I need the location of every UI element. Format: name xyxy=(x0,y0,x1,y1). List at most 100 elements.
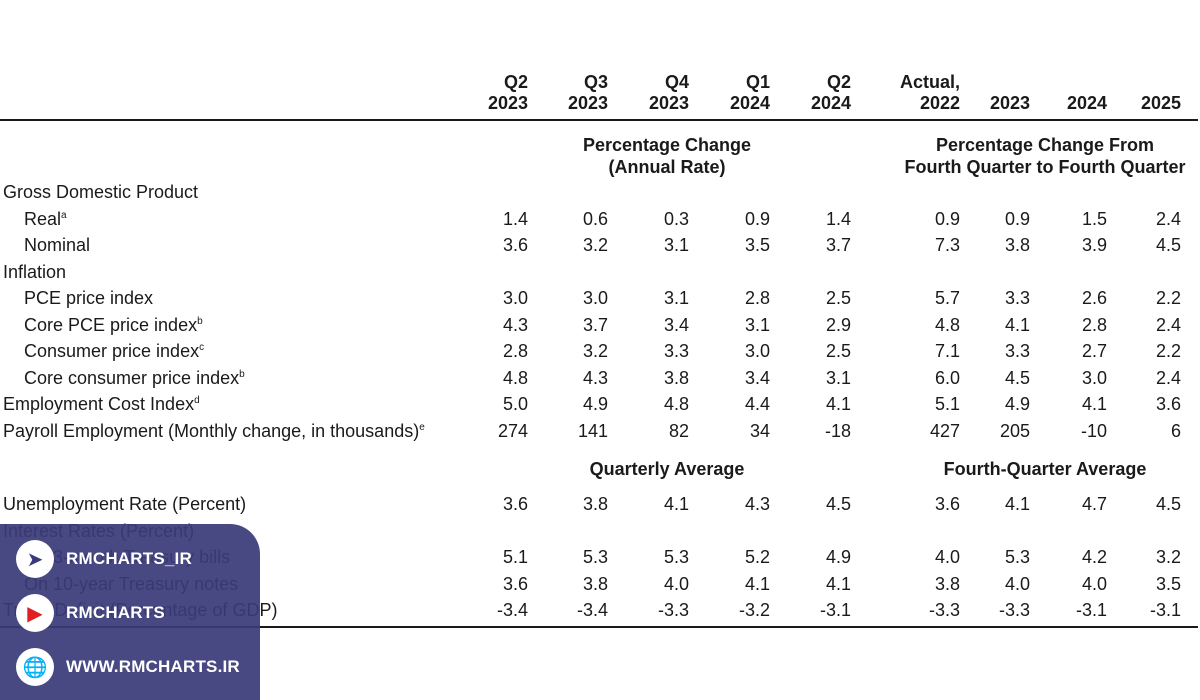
column-header-bottom: 2025 xyxy=(1140,93,1181,113)
table-cell: 3.4 xyxy=(744,367,770,388)
table-cell: 3.6 xyxy=(502,235,528,255)
row-label: Payroll Employment (Monthly change, in t… xyxy=(3,418,425,444)
table-cell: 6.0 xyxy=(934,367,960,388)
table-cell: 4.9 xyxy=(825,547,851,567)
band-right-q4-to-q4: Percentage Change From Fourth Quarter to… xyxy=(895,134,1195,178)
row-label-text: Consumer price index xyxy=(24,341,200,361)
table-cell: -3.4 xyxy=(496,600,528,620)
table-cell: 0.9 xyxy=(744,208,770,229)
table-row: Nominal 3.6 3.2 3.1 3.5 3.7 7.3 3.8 3.9 4.5 xyxy=(0,232,1200,258)
table-cell: 3.6 xyxy=(1155,394,1181,414)
table-cell: 3.1 xyxy=(825,367,851,388)
table-cell: 3.4 xyxy=(663,314,689,335)
table-cell: 4.7 xyxy=(1081,494,1107,514)
table-row: Reala 1.4 0.6 0.3 0.9 1.4 0.9 0.9 1.5 2.4 xyxy=(0,206,1200,232)
table-cell: 4.5 xyxy=(1155,494,1181,514)
table-cell: 0.3 xyxy=(663,208,689,229)
band-right-line1: Percentage Change From xyxy=(935,135,1155,155)
table-cell: 4.0 xyxy=(1081,573,1107,594)
table-cell: 3.8 xyxy=(1004,235,1030,255)
table-cell: 4.1 xyxy=(825,394,851,414)
column-header-bottom: 2023 xyxy=(648,93,689,113)
table-cell: -3.1 xyxy=(1075,600,1107,620)
table-cell: 2.4 xyxy=(1155,314,1181,335)
table-cell: 4.8 xyxy=(934,314,960,335)
row-label: PCE price index xyxy=(24,285,153,311)
band-left-line1: Percentage Change xyxy=(582,135,752,155)
table-cell: 3.5 xyxy=(744,235,770,255)
column-header: 2025 xyxy=(1091,72,1181,114)
table-cell: 4.0 xyxy=(1004,573,1030,594)
table-row: Consumer price indexc 2.8 3.2 3.3 3.0 2.5 7.1 3… xyxy=(0,338,1200,364)
table-cell: 3.1 xyxy=(744,314,770,335)
table-cell: 5.0 xyxy=(502,394,528,414)
row-label-text: Inflation xyxy=(3,261,67,282)
column-header-bottom: 2023 xyxy=(989,93,1030,113)
table-cell: 4.4 xyxy=(744,394,770,414)
table-cell: 2.5 xyxy=(825,341,851,361)
row-label: Reala xyxy=(24,206,67,232)
table-cell: 2.7 xyxy=(1081,341,1107,361)
column-header-bottom: 2024 xyxy=(729,93,770,113)
row-label-text: Core consumer price index xyxy=(24,367,240,388)
table-row: Gross Domestic Product xyxy=(0,179,1200,205)
table-cell: 3.0 xyxy=(1081,367,1107,388)
table-cell: -3.1 xyxy=(1149,600,1181,620)
header-rule xyxy=(0,119,1198,121)
column-header-top: Actual, xyxy=(899,72,960,92)
footnote-marker: c xyxy=(199,342,205,353)
row-label: Employment Cost Indexd xyxy=(3,391,200,417)
column-header: Q2 2023 xyxy=(438,72,528,114)
footnote-marker: b xyxy=(197,315,203,327)
column-header: Q2 2024 xyxy=(761,72,851,114)
table-cell: 4.0 xyxy=(934,547,960,567)
table-cell: 3.9 xyxy=(1081,235,1107,255)
column-header-bottom: 2024 xyxy=(810,93,851,113)
website-link[interactable]: 🌐 WWW.RMCHARTS.IR xyxy=(16,648,240,686)
watermark-panel: ➤ RMCHARTS_IR ▶ RMCHARTS 🌐 WWW.RMCHARTS.… xyxy=(0,524,260,700)
table-cell: 82 xyxy=(668,420,689,441)
row-label: Inflation xyxy=(3,259,66,285)
table-cell: 3.6 xyxy=(502,573,528,594)
table-cell: 4.1 xyxy=(1004,314,1030,335)
table-cell: -3.3 xyxy=(657,600,689,620)
band-left-annual-rate: Percentage Change (Annual Rate) xyxy=(537,134,797,178)
table-cell: 5.3 xyxy=(582,547,608,567)
footnote-marker: d xyxy=(194,395,200,406)
table-cell: 5.1 xyxy=(502,547,528,567)
table-cell: 2.8 xyxy=(744,288,770,308)
telegram-link[interactable]: ➤ RMCHARTS_IR xyxy=(16,540,192,578)
table-cell: 1.4 xyxy=(502,208,528,229)
table-cell: 4.5 xyxy=(825,494,851,514)
column-header: Actual, 2022 xyxy=(870,72,960,114)
table-cell: 4.5 xyxy=(1004,367,1030,388)
row-label-text: Employment Cost Index xyxy=(3,394,195,414)
table-cell: 34 xyxy=(749,420,770,441)
table-cell: 4.9 xyxy=(1004,394,1030,414)
youtube-link[interactable]: ▶ RMCHARTS xyxy=(16,594,165,632)
table-cell: 4.8 xyxy=(502,367,528,388)
table-cell: 3.8 xyxy=(934,573,960,594)
table-cell: 1.4 xyxy=(825,208,851,229)
table-cell: 427 xyxy=(929,420,960,441)
globe-icon: 🌐 xyxy=(16,648,54,686)
table-cell: 6 xyxy=(1170,420,1181,441)
youtube-icon: ▶ xyxy=(16,594,54,632)
column-header: 2023 xyxy=(940,72,1030,114)
row-label-text: Unemployment Rate (Percent) xyxy=(3,494,247,514)
row-label: Gross Domestic Product xyxy=(3,179,198,205)
table-cell: 5.3 xyxy=(1004,547,1030,567)
table-cell: 3.8 xyxy=(582,573,608,594)
table-cell: 4.3 xyxy=(502,314,528,335)
table-cell: 2.9 xyxy=(825,314,851,335)
table-cell: 3.0 xyxy=(582,288,608,308)
table-cell: 4.0 xyxy=(663,573,689,594)
table-cell: -10 xyxy=(1080,420,1107,441)
row-label-text: Payroll Employment (Monthly change, in t… xyxy=(3,420,420,441)
table-cell: 3.3 xyxy=(663,341,689,361)
table-cell: 2.5 xyxy=(825,288,851,308)
table-row: PCE price index 3.0 3.0 3.1 2.8 2.5 5.7 3.3 2.6 2… xyxy=(0,285,1200,311)
table-cell: 2.8 xyxy=(502,341,528,361)
table-cell: 4.3 xyxy=(582,367,608,388)
table-cell: 2.4 xyxy=(1155,367,1181,388)
